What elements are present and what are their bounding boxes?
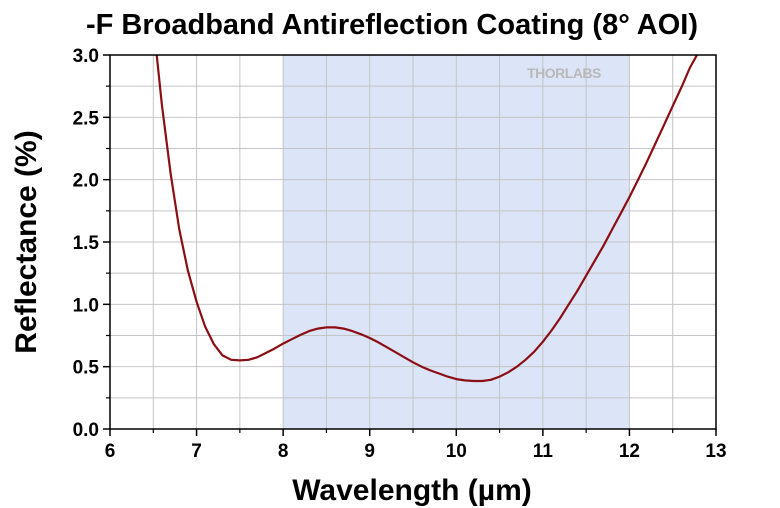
y-tick-label: 0.5	[73, 358, 100, 379]
x-tick-label: 10	[446, 441, 467, 462]
x-axis-label: Wavelength (µm)	[292, 474, 532, 507]
x-tick-label: 7	[191, 441, 202, 462]
y-tick-label: 3.0	[73, 46, 99, 67]
reflectance-line	[155, 54, 698, 383]
y-tick-label: 1.0	[73, 295, 99, 316]
x-tick-label: 6	[105, 441, 116, 462]
y-axis-label: Reflectance (%)	[10, 130, 43, 353]
x-tick-label: 9	[364, 441, 375, 462]
x-tick-label: 12	[619, 441, 640, 462]
x-tick-label: 8	[278, 441, 289, 462]
y-tick-label: 2.5	[73, 108, 100, 129]
x-tick-label: 13	[705, 441, 726, 462]
thorlabs-watermark: THORLABS	[527, 65, 601, 81]
y-tick-label: 1.5	[73, 233, 100, 254]
chart-title: -F Broadband Antireflection Coating (8° …	[86, 9, 698, 41]
y-tick-label: 0.0	[73, 420, 99, 441]
y-tick-label: 2.0	[73, 171, 99, 192]
x-tick-label: 11	[533, 441, 554, 462]
